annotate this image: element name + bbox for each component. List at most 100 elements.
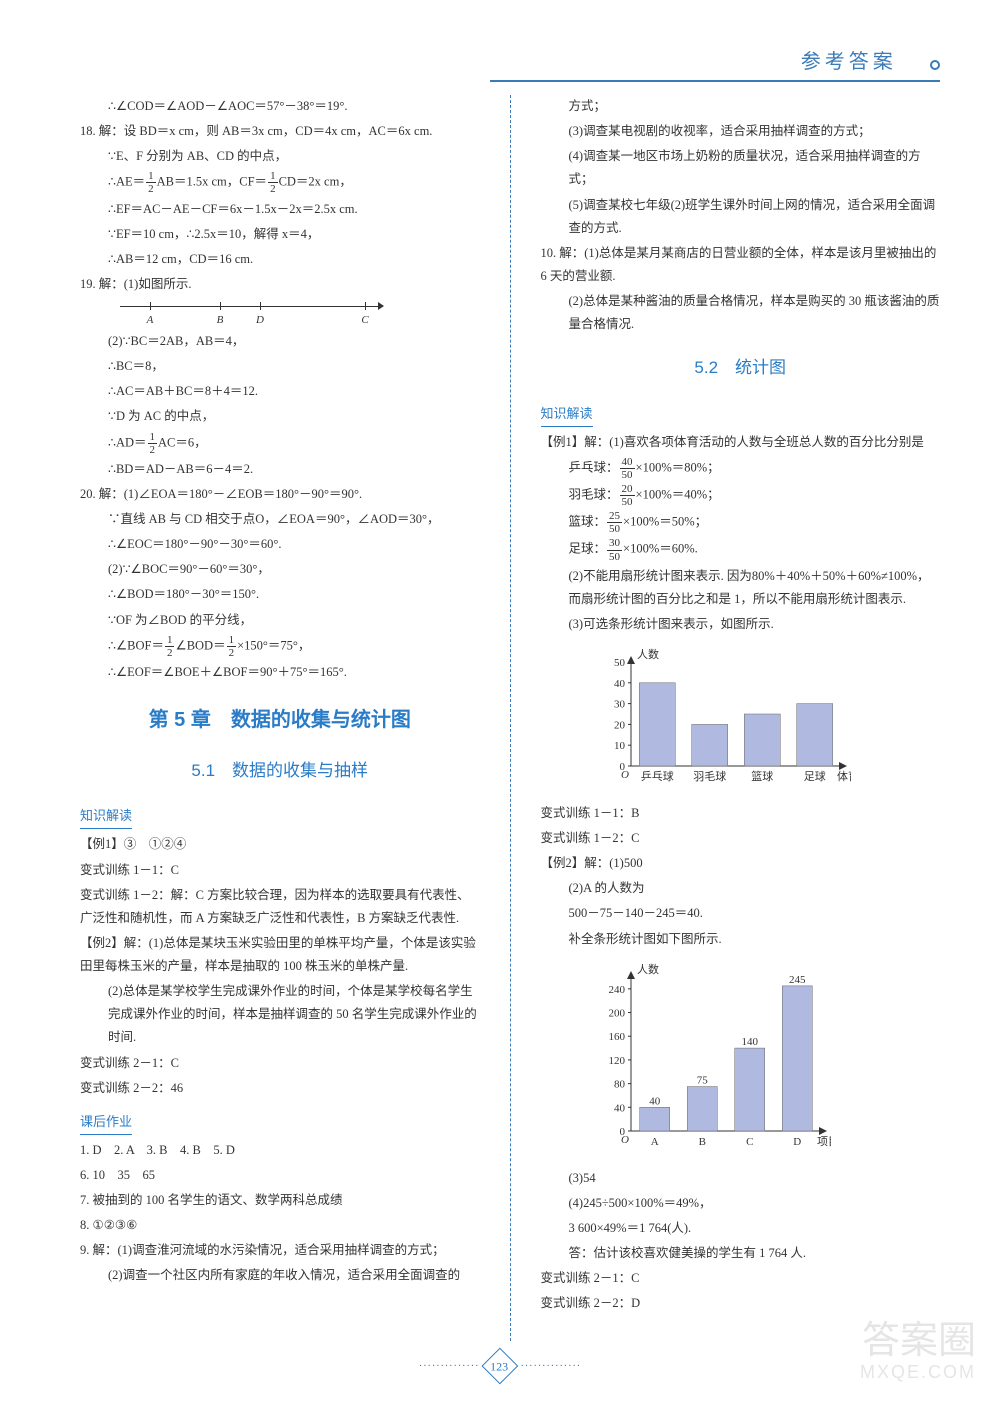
svg-text:项目: 项目 (817, 1135, 831, 1148)
dots-left: ·············· (419, 1361, 480, 1372)
text-line: ∵直线 AB 与 CD 相交于点O，∠EOA＝90°，∠AOD＝30°， (80, 508, 480, 531)
text-line: 答：估计该校喜欢健美操的学生有 1 764 人. (541, 1242, 941, 1265)
chart-svg: 04080120160200240人数A40B75C140D245项目O (591, 959, 831, 1159)
text-line: ∵E、F 分别为 AB、CD 的中点， (80, 145, 480, 168)
svg-text:C: C (746, 1136, 753, 1148)
watermark: 答案圈 MXQE.COM (860, 1321, 976, 1383)
svg-text:75: 75 (696, 1074, 708, 1086)
svg-text:40: 40 (614, 678, 626, 690)
text: AC＝6， (158, 435, 207, 449)
text-line: (2)总体是某种酱油的质量合格情况，样本是购买的 30 瓶该酱油的质量合格情况. (541, 290, 941, 336)
svg-text:240: 240 (608, 984, 625, 996)
section-title: 5.1 数据的收集与抽样 (80, 755, 480, 786)
fraction: 3050 (607, 537, 622, 562)
text-line: (2)∵BC＝2AB，AB＝4， (80, 330, 480, 353)
text-line: (2)∵∠BOC＝90°－60°＝30°， (80, 558, 480, 581)
text-line: (3)调查某电视剧的收视率，适合采用抽样调查的方式； (541, 120, 941, 143)
svg-text:10: 10 (614, 740, 626, 752)
page-digit: 123 (490, 1354, 508, 1380)
text: 羽毛球： (569, 488, 619, 502)
svg-text:B: B (698, 1136, 705, 1148)
text-line: 方式； (541, 95, 941, 118)
fraction: 12 (268, 170, 278, 195)
svg-text:羽毛球: 羽毛球 (693, 769, 726, 783)
text-line: (2)总体是某学校学生完成课外作业的时间，个体是某学校每名学生完成课外作业的时间… (80, 980, 480, 1049)
svg-text:200: 200 (608, 1007, 625, 1019)
text-line: 补全条形统计图如下图所示. (541, 928, 941, 951)
bar-chart-2: 04080120160200240人数A40B75C140D245项目O (591, 959, 941, 1159)
svg-text:120: 120 (608, 1055, 625, 1067)
text-line: ∴∠EOF＝∠BOE＋∠BOF＝90°＋75°＝165°. (80, 661, 480, 684)
fraction: 12 (165, 634, 175, 659)
text-line: 9. 解：(1)调查淮河流域的水污染情况，适合采用抽样调查的方式； (80, 1239, 480, 1262)
text: ×150°＝75°， (237, 638, 310, 652)
text-line: ∴BD＝AD－AB＝6－4＝2. (80, 458, 480, 481)
text-line: 变式训练 1－2：解：C 方案比较合理，因为样本的选取要具有代表性、广泛性和随机… (80, 884, 480, 930)
watermark-small: MXQE.COM (860, 1363, 976, 1383)
text: ∴∠BOF＝ (108, 638, 164, 652)
text-line: (2)调查一个社区内所有家庭的年收入情况，适合采用全面调查的 (80, 1264, 480, 1287)
text: ×100%＝50%； (623, 515, 707, 529)
page-diamond: 123 (482, 1348, 519, 1385)
text-line: ∴∠BOF＝12∠BOD＝12×150°＝75°， (80, 634, 480, 659)
svg-text:20: 20 (614, 719, 626, 731)
text-line: 6. 10 35 65 (80, 1164, 480, 1187)
watermark-big: 答案圈 (860, 1321, 976, 1363)
text-line: (5)调查某校七年级(2)班学生课外时间上网的情况，适合采用全面调查的方式. (541, 194, 941, 240)
number-line: ABDC (120, 302, 380, 324)
text-line: 足球：3050×100%＝60%. (541, 537, 941, 562)
text-line: 【例2】解：(1)500 (541, 852, 941, 875)
text-line: 变式训练 1－2：C (541, 827, 941, 850)
sub-heading: 知识解读 (80, 804, 132, 829)
svg-text:40: 40 (614, 1102, 626, 1114)
text-line: (4)调查某一地区市场上奶粉的质量状况，适合采用抽样调查的方式； (541, 145, 941, 191)
text-line: ∴EF＝AC－AE－CF＝6x－1.5x－2x＝2.5x cm. (80, 198, 480, 221)
text: ×100%＝60%. (623, 542, 698, 556)
text-line: 1. D 2. A 3. B 4. B 5. D (80, 1139, 480, 1162)
text: ×100%＝80%； (636, 460, 720, 474)
svg-text:80: 80 (614, 1078, 626, 1090)
svg-text:30: 30 (614, 699, 626, 711)
text-line: (4)245÷500×100%＝49%， (541, 1192, 941, 1215)
fraction: 4050 (620, 456, 635, 481)
text-line: (3)可选条形统计图来表示，如图所示. (541, 613, 941, 636)
text-line: ∴∠EOC＝180°－90°－30°＝60°. (80, 533, 480, 556)
text-line: 18. 解：设 BD＝x cm，则 AB＝3x cm，CD＝4x cm，AC＝6… (80, 120, 480, 143)
text-line: 20. 解：(1)∠EOA＝180°－∠EOB＝180°－90°＝90°. (80, 483, 480, 506)
text-line: 篮球：2550×100%＝50%； (541, 510, 941, 535)
text-line: ∵OF 为∠BOD 的平分线， (80, 609, 480, 632)
chapter-title: 第 5 章 数据的收集与统计图 (80, 702, 480, 739)
fraction: 2550 (607, 510, 622, 535)
column-divider (510, 95, 511, 1341)
text-line: ∴AC＝AB＋BC＝8＋4＝12. (80, 380, 480, 403)
section-title: 5.2 统计图 (541, 352, 941, 383)
text-line: 变式训练 1－1：C (80, 859, 480, 882)
fraction: 12 (146, 170, 156, 195)
bar-chart-1: 01020304050人数乒乓球羽毛球篮球足球体育项目O (591, 644, 941, 794)
svg-text:足球: 足球 (803, 769, 825, 783)
text: 足球： (569, 542, 607, 556)
sub-heading: 知识解读 (541, 402, 593, 427)
text-line: 乒乓球：4050×100%＝80%； (541, 456, 941, 481)
svg-text:40: 40 (649, 1095, 661, 1107)
text: ∴AD＝ (108, 435, 147, 449)
text-line: ∵D 为 AC 的中点， (80, 405, 480, 428)
svg-text:人数: 人数 (637, 963, 659, 976)
text: 乒乓球： (569, 460, 619, 474)
sub-heading: 课后作业 (80, 1110, 132, 1135)
svg-text:乒乓球: 乒乓球 (640, 769, 673, 783)
text: AB＝1.5x cm，CF＝ (157, 175, 267, 189)
text-line: ∴AB＝12 cm，CD＝16 cm. (80, 248, 480, 271)
svg-text:体育项目: 体育项目 (837, 769, 851, 783)
text-line: 变式训练 2－1：C (80, 1052, 480, 1075)
chart-svg: 01020304050人数乒乓球羽毛球篮球足球体育项目O (591, 644, 851, 794)
dots-right: ·············· (521, 1361, 582, 1372)
text-line: 变式训练 2－1：C (541, 1267, 941, 1290)
text-line: (2)A 的人数为 (541, 877, 941, 900)
header-ornament (930, 60, 940, 70)
right-column: 方式； (3)调查某电视剧的收视率，适合采用抽样调查的方式； (4)调查某一地区… (541, 95, 941, 1341)
text-line: 8. ①②③⑥ (80, 1214, 480, 1237)
text-line: ∵EF＝10 cm，∴2.5x＝10，解得 x＝4， (80, 223, 480, 246)
text-line: (2)不能用扇形统计图来表示. 因为80%＋40%＋50%＋60%≠100%，而… (541, 565, 941, 611)
fraction: 12 (227, 634, 237, 659)
